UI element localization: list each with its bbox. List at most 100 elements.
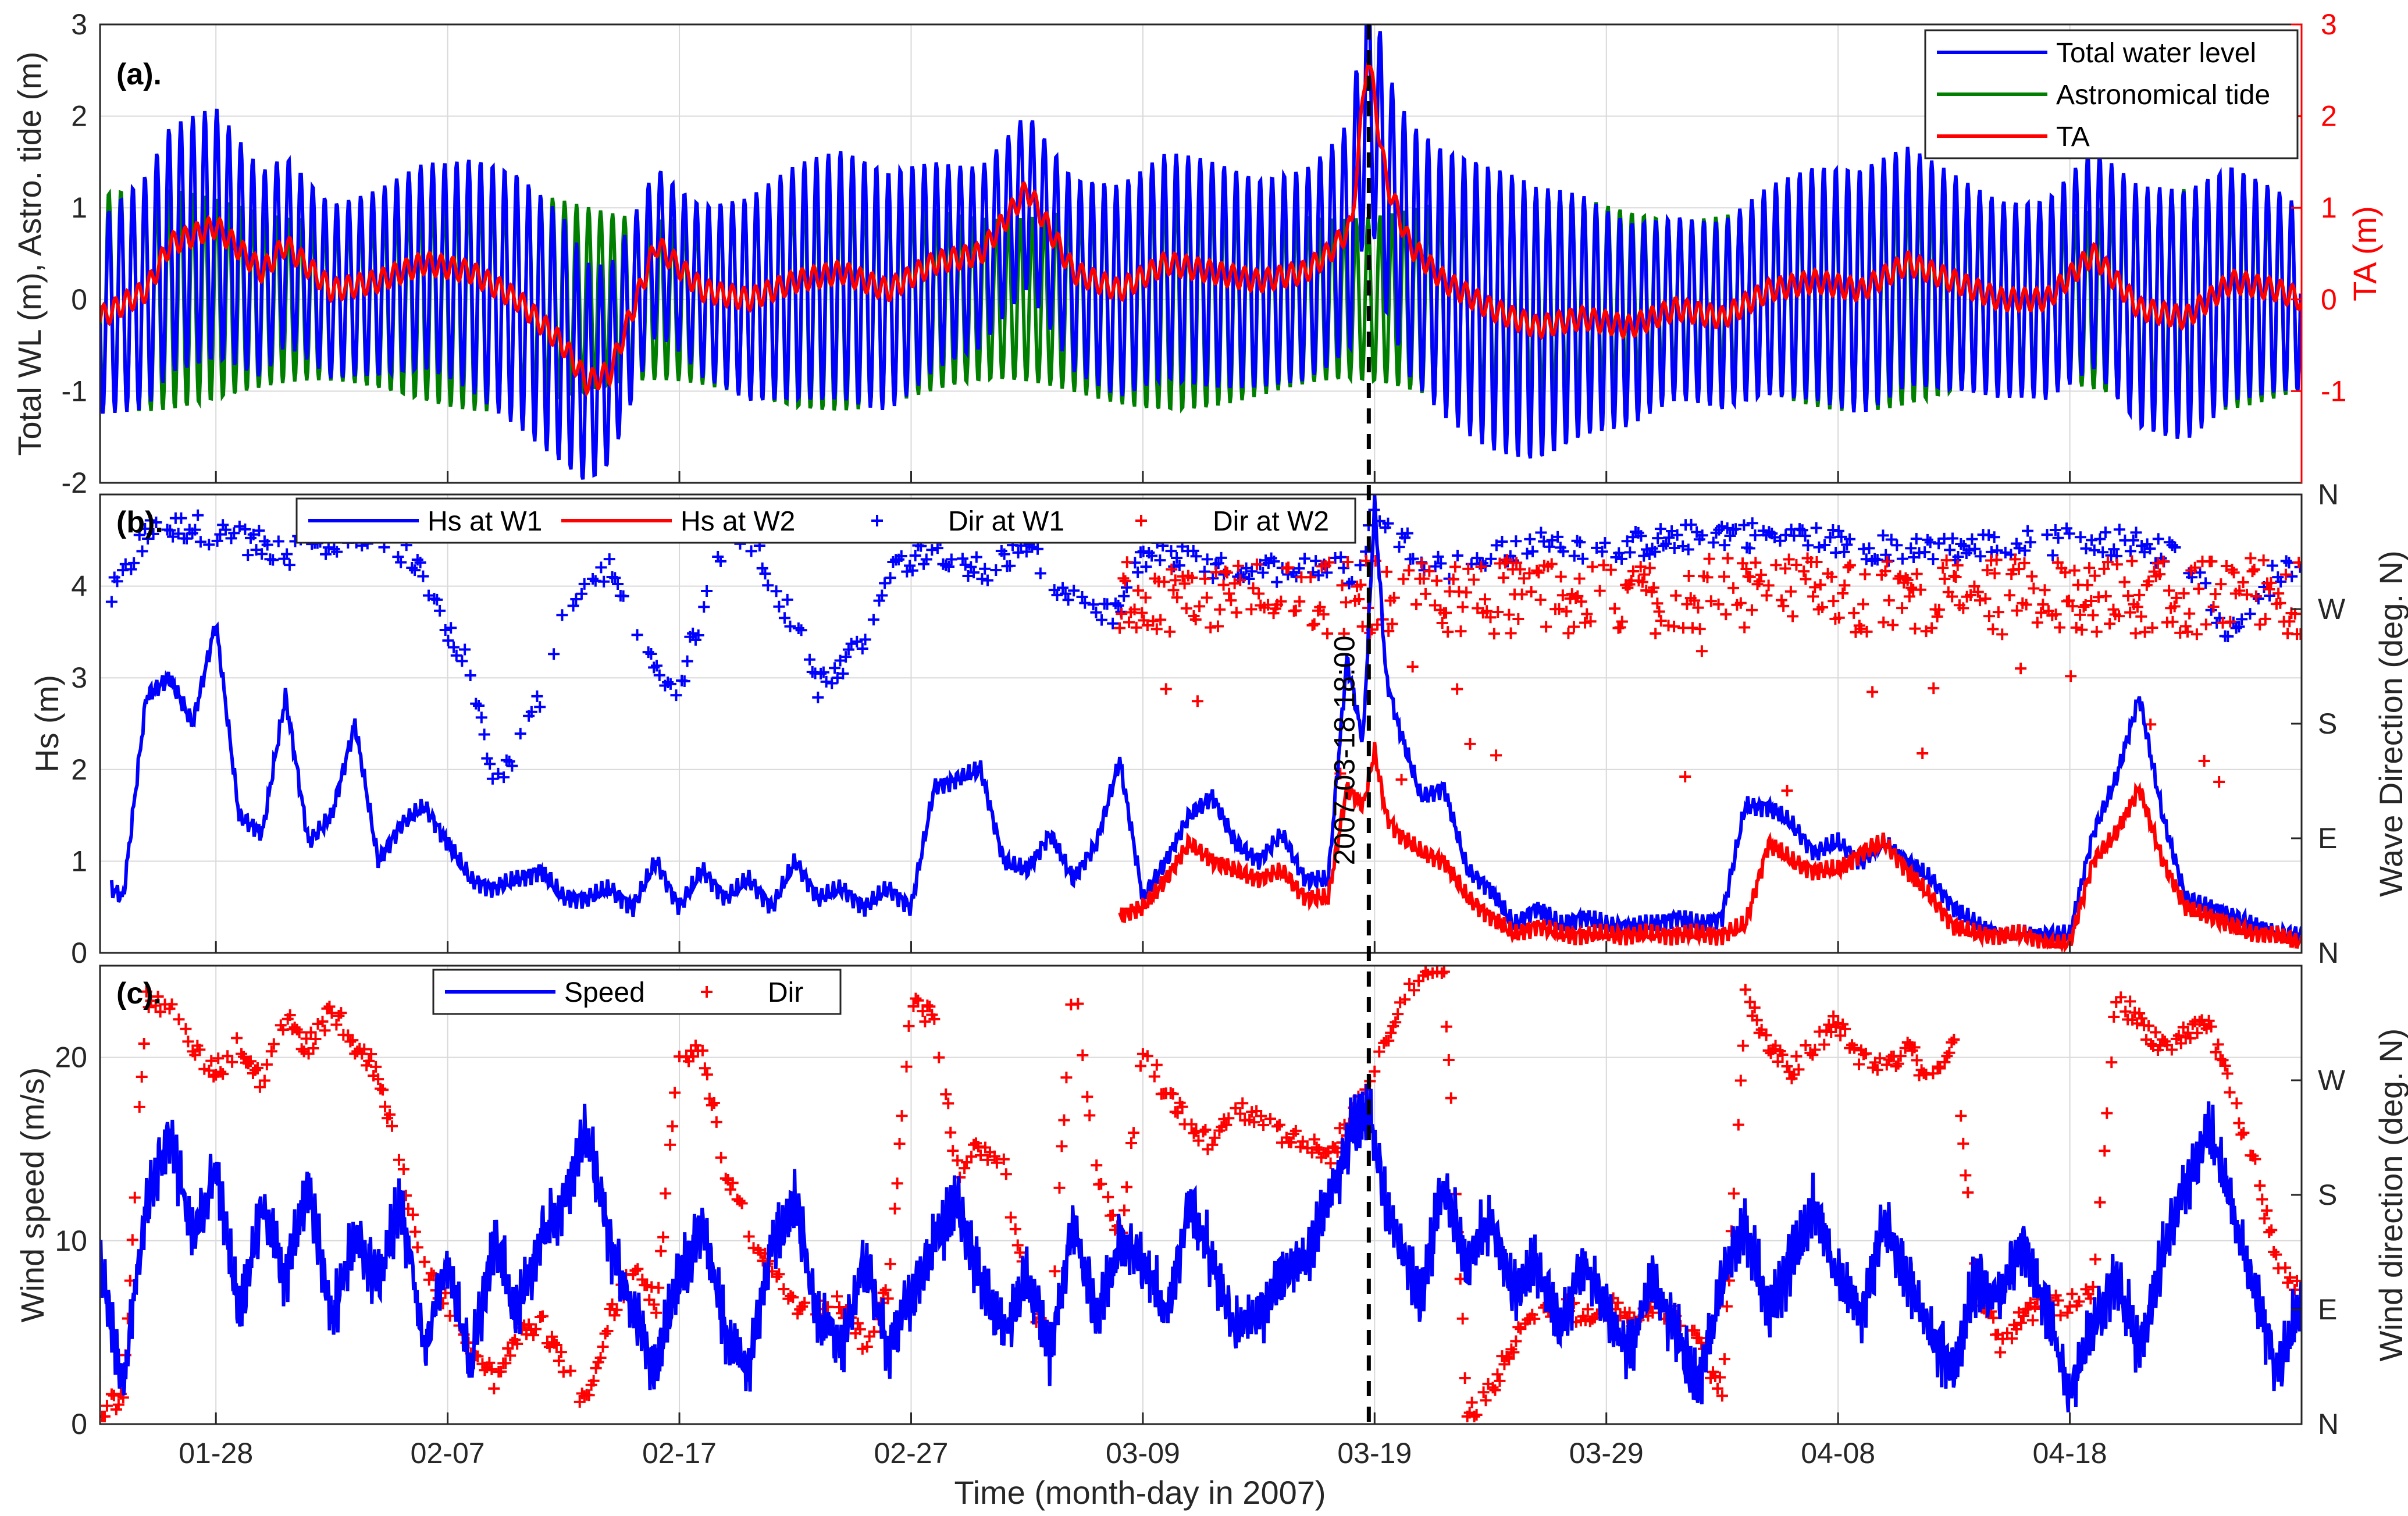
dir-w1-marker (1524, 533, 1536, 545)
dir-w1-marker (826, 677, 838, 689)
wind-dir-marker (363, 1055, 375, 1067)
wind-dir-marker (2050, 1289, 2062, 1301)
dir-w2-marker (2124, 606, 2136, 618)
dir-w1-marker (806, 666, 818, 678)
dir-w2-marker (1800, 573, 1812, 585)
wind-dir-marker (418, 1256, 430, 1268)
legend-total-water-level: Total water level (2056, 38, 2256, 69)
wind-dir-marker (1960, 1169, 1972, 1182)
dir-w2-marker (1275, 595, 1287, 607)
wind-dir-marker (108, 1389, 120, 1401)
wind-dir-marker (590, 1362, 602, 1374)
dir-w1-marker (837, 667, 849, 679)
wind-dir-marker (942, 1097, 954, 1109)
dir-w2-marker (1992, 606, 2004, 618)
panel-c-ytick-right: E (2318, 1293, 2337, 1326)
dir-w2-marker (2133, 589, 2146, 601)
wind-dir-marker (889, 1202, 901, 1215)
dir-w1-marker (2252, 593, 2264, 605)
dir-w2-marker (1431, 575, 1443, 587)
dir-w2-marker (1169, 574, 1181, 586)
dir-w2-marker (1497, 572, 1509, 584)
dir-w2-marker (1338, 628, 1350, 640)
wind-dir-marker (945, 1126, 957, 1138)
dir-w1-marker (2280, 555, 2292, 567)
panel-b-ytick-right: W (2318, 593, 2346, 625)
dir-w1-marker (2124, 545, 2136, 557)
dir-w1-marker (1090, 606, 1102, 618)
dir-w2-marker (2151, 557, 2164, 570)
dir-w2-marker (2248, 564, 2260, 576)
dir-w1-marker (2136, 540, 2148, 552)
dir-w2-marker (2020, 599, 2032, 611)
dir-w2-marker (1777, 600, 1790, 612)
dir-w2-marker (2009, 553, 2021, 565)
dir-w1-marker (147, 528, 159, 540)
wind-dir-marker (1011, 1239, 1024, 1251)
dir-w2-marker (1355, 579, 1367, 591)
wind-dir-marker (743, 1230, 755, 1243)
dir-w1-marker (431, 593, 443, 606)
dir-w1-marker (895, 550, 907, 563)
dir-w1-marker (1921, 533, 1933, 546)
wind-dir-marker (2029, 1301, 2041, 1313)
dir-w2-marker (1171, 592, 1183, 604)
dir-w2-marker (2263, 583, 2275, 595)
wind-dir-marker (347, 1034, 359, 1047)
dir-w2-marker (1189, 614, 1202, 626)
dir-w2-marker (1972, 586, 1984, 598)
dir-w2-marker (1221, 567, 1233, 579)
dir-w2-marker (1894, 570, 1906, 582)
dir-w1-marker (817, 666, 829, 678)
dir-w1-marker (456, 655, 468, 667)
wind-dir-marker (785, 1290, 797, 1302)
dir-w1-marker (1946, 532, 1958, 545)
wind-dir-marker (2259, 1212, 2271, 1225)
dir-w2-marker (1940, 554, 1953, 567)
wind-dir-marker (323, 1001, 336, 1013)
wind-dir-marker (1084, 1109, 1096, 1122)
wind-dir-marker (1489, 1384, 1501, 1396)
dir-w1-marker (1510, 535, 1522, 547)
hs-w2-line (1118, 742, 2302, 953)
dir-w2-marker (1130, 621, 1142, 634)
wind-dir-marker (2108, 1011, 2120, 1023)
wind-dir-marker (726, 1177, 739, 1189)
wind-dir-marker (1234, 1108, 1246, 1120)
wind-dir-marker (564, 1365, 576, 1377)
dir-w1-marker (1838, 546, 1850, 558)
wind-dir-marker (594, 1352, 607, 1364)
dir-w1-marker (1871, 554, 1883, 566)
panel-c-label: (c). (116, 977, 162, 1010)
dir-w2-marker (1779, 563, 1791, 575)
panel-b-grid (100, 494, 2302, 953)
dir-w2-marker (1455, 625, 1467, 638)
dir-w2-marker (1294, 595, 1306, 607)
dir-w2-marker (1395, 774, 1408, 786)
wind-dir-marker (650, 1307, 662, 1319)
wind-dir-marker (952, 1154, 964, 1166)
wind-dir-marker (2224, 1086, 2236, 1098)
wind-dir-marker (1237, 1097, 1249, 1109)
panel-b-frame (99, 493, 2303, 954)
wind-dir-marker (1612, 1297, 1624, 1309)
dir-w1-marker (2094, 533, 2106, 545)
dir-w2-marker (1887, 619, 1899, 631)
wind-dir-marker (112, 1398, 124, 1411)
dir-w2-marker (1440, 607, 1452, 619)
dir-w2-marker (1449, 561, 1461, 573)
dir-w1-marker (2200, 577, 2212, 589)
wind-dir-marker (1772, 1056, 1784, 1068)
x-tick-label: 03-29 (1569, 1437, 1644, 1469)
dir-w2-marker (1727, 582, 1740, 594)
dir-w1-marker (1435, 557, 1447, 570)
dir-w1-marker (859, 634, 871, 646)
wind-dir-marker (307, 1042, 319, 1055)
panel-b-ylabel-left: Hs (m) (29, 675, 65, 773)
dir-w2-marker (2081, 579, 2093, 591)
dir-w2-marker (2068, 564, 2081, 576)
dir-w2-marker (2059, 567, 2071, 579)
panel-c-ytick-right: N (2318, 1408, 2339, 1440)
dir-w2-marker (1212, 620, 1224, 632)
